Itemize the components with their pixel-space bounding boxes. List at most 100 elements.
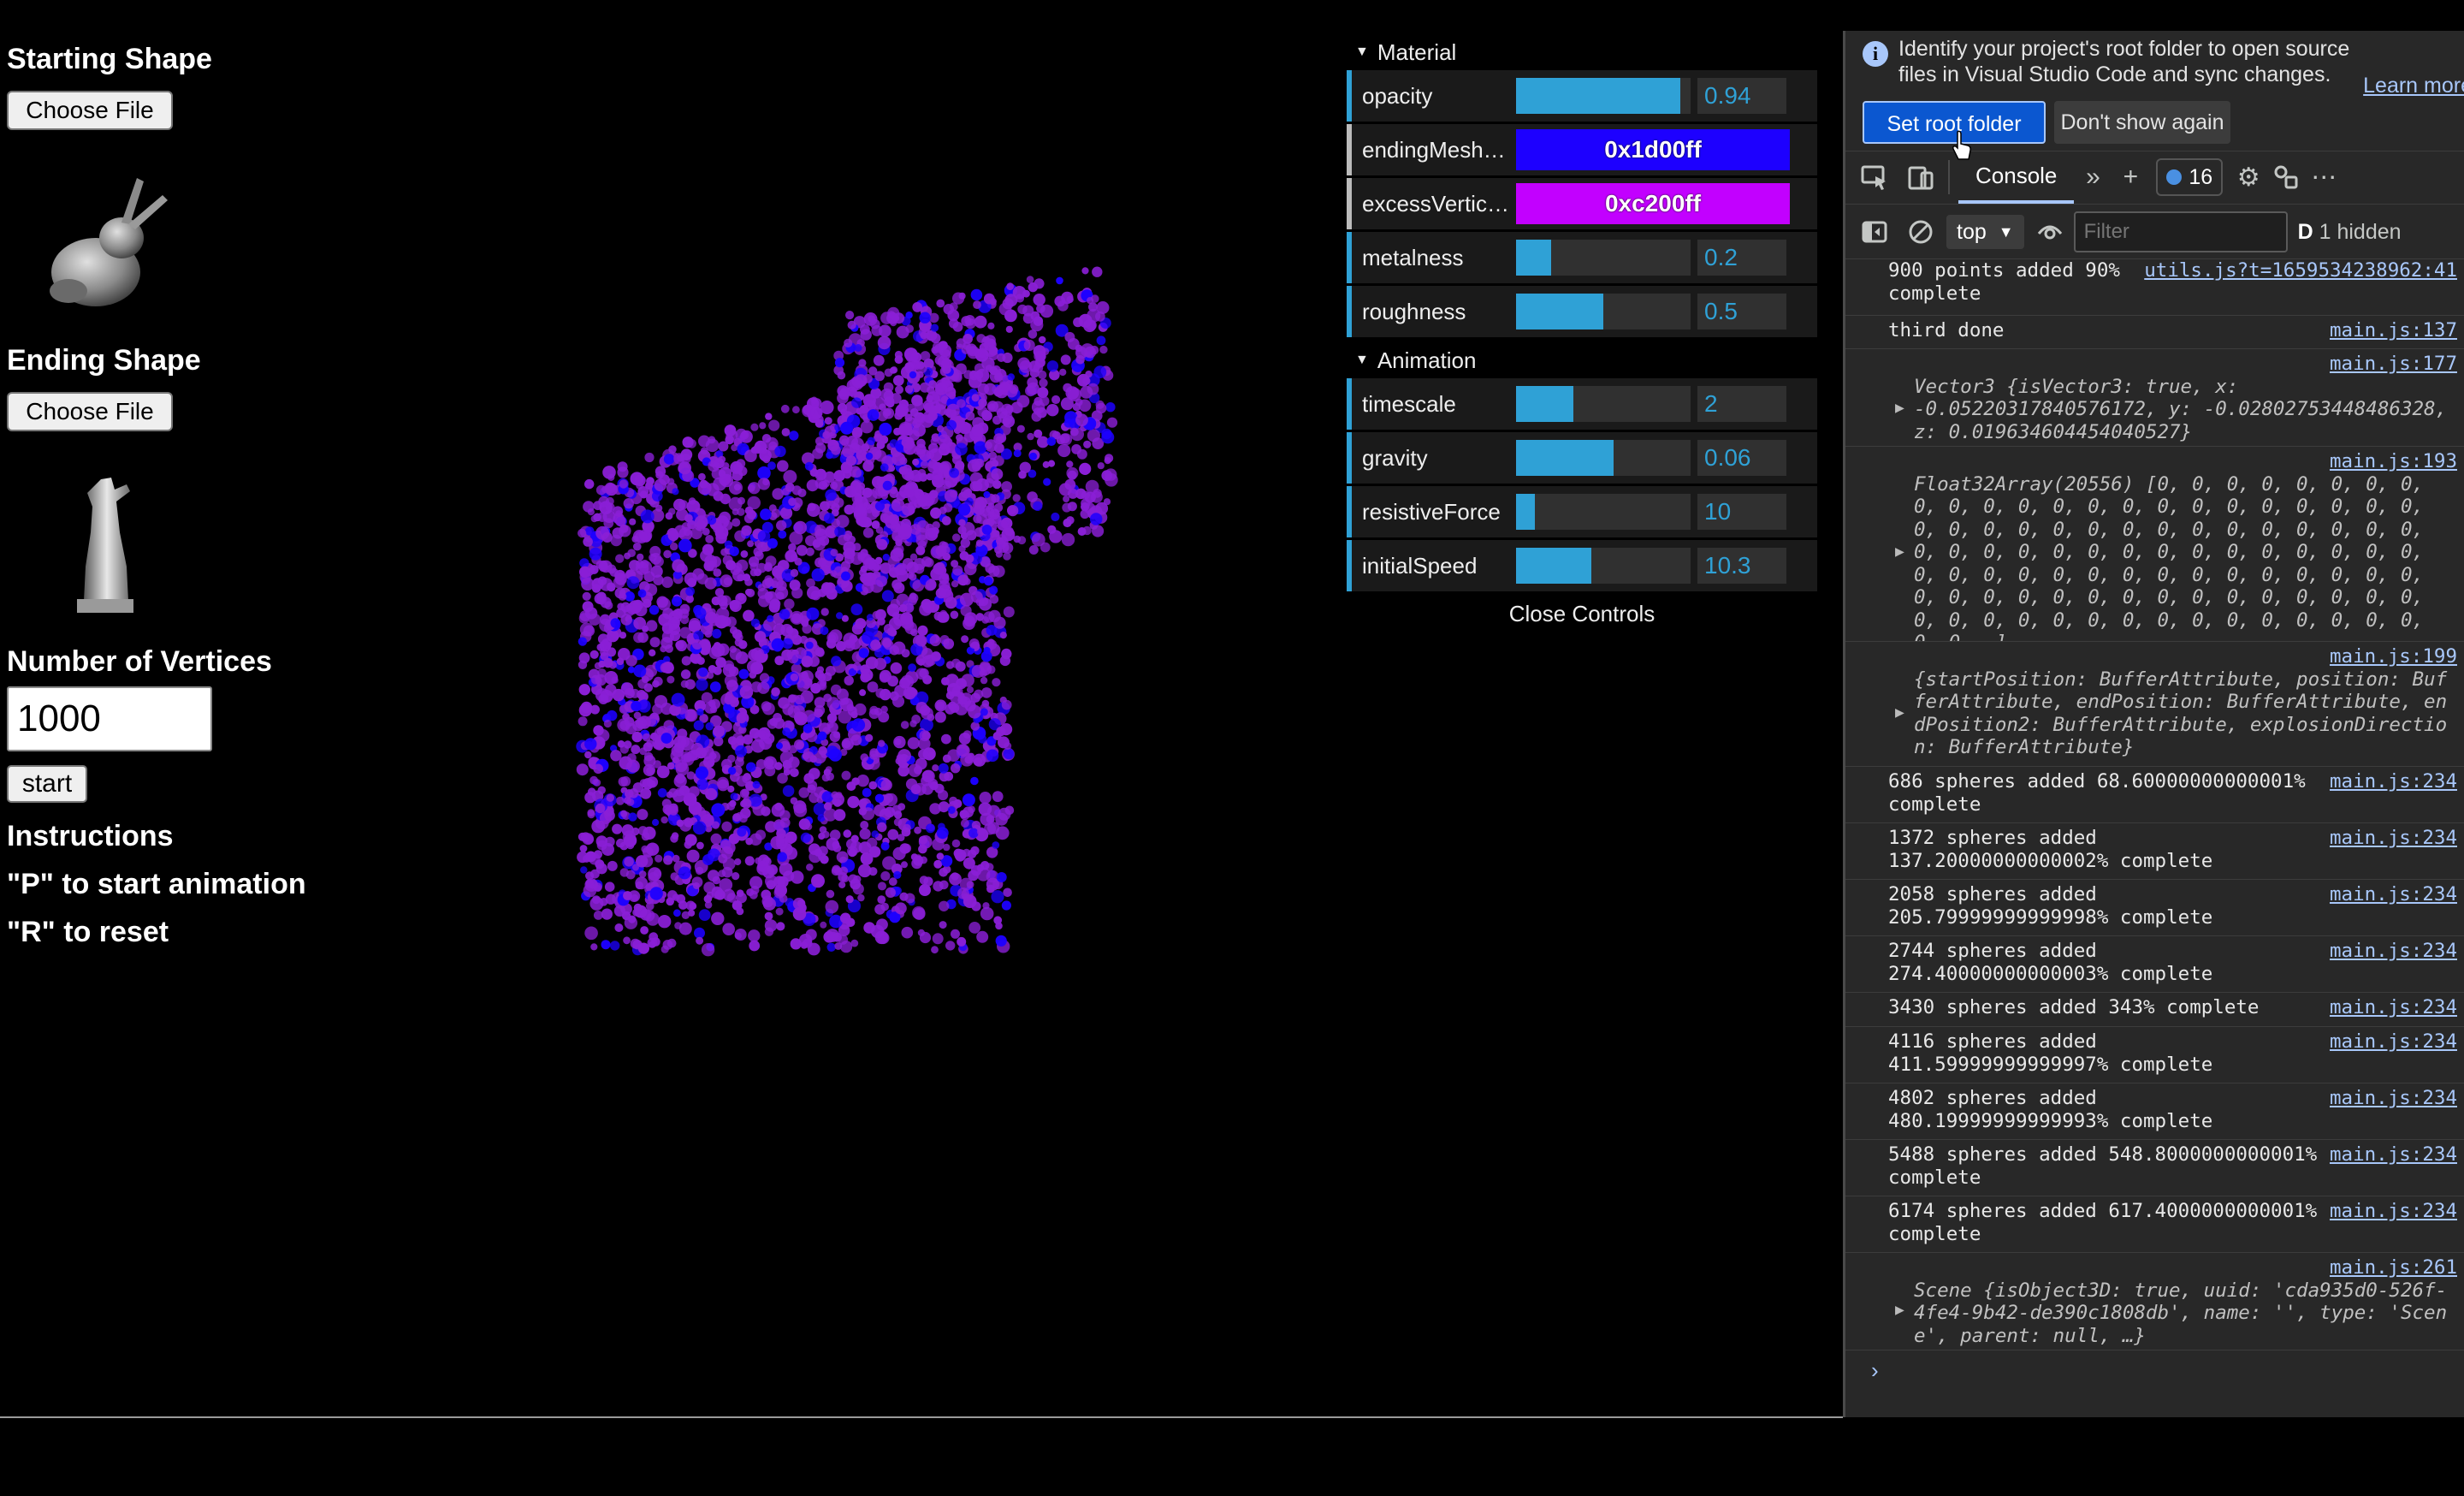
- timescale-value[interactable]: 2: [1697, 386, 1786, 422]
- excess-vertices-color-swatch[interactable]: 0xc200ff: [1516, 183, 1790, 224]
- console-message[interactable]: main.js:193 ▶ Float32Array(20556) [0, 0,…: [1845, 447, 2464, 642]
- source-link[interactable]: main.js:234: [2329, 827, 2457, 849]
- sphere-particle: [705, 535, 714, 543]
- sphere-particle: [718, 455, 726, 464]
- timescale-slider[interactable]: [1516, 386, 1691, 422]
- sphere-particle: [713, 568, 722, 577]
- close-controls-button[interactable]: Close Controls: [1508, 601, 1656, 626]
- tab-console[interactable]: Console: [1958, 151, 2075, 204]
- sphere-particle: [915, 634, 927, 647]
- roughness-value[interactable]: 0.5: [1697, 294, 1786, 329]
- start-button[interactable]: start: [7, 765, 87, 803]
- source-link[interactable]: utils.js?t=1659534238962:41: [2144, 259, 2457, 282]
- sphere-particle: [771, 576, 785, 589]
- sphere-particle: [1002, 352, 1013, 364]
- sphere-particle: [774, 656, 785, 666]
- opacity-value[interactable]: 0.94: [1697, 78, 1786, 114]
- sphere-particle: [587, 809, 595, 817]
- sphere-particle: [836, 851, 849, 864]
- source-link[interactable]: main.js:193: [2329, 450, 2457, 472]
- sphere-particle: [1083, 502, 1096, 514]
- hidden-count[interactable]: D 1 hidden: [2298, 220, 2402, 245]
- initial-speed-value[interactable]: 10.3: [1697, 548, 1786, 584]
- issues-badge[interactable]: 16: [2156, 158, 2224, 196]
- expand-triangle-icon[interactable]: ▶: [1895, 543, 1904, 561]
- sidebar-toggle-icon[interactable]: [1856, 213, 1893, 251]
- source-link[interactable]: main.js:234: [2329, 770, 2457, 793]
- source-link[interactable]: main.js:234: [2329, 1143, 2457, 1166]
- context-select[interactable]: top ▼: [1946, 215, 2024, 249]
- more-tabs-icon[interactable]: »: [2086, 163, 2100, 191]
- opacity-slider[interactable]: [1516, 78, 1691, 114]
- message-text: 2744 spheres added 274.40000000000003% c…: [1888, 940, 2213, 985]
- ending-mesh-color-swatch[interactable]: 0x1d00ff: [1516, 129, 1790, 170]
- source-link[interactable]: main.js:261: [2329, 1256, 2457, 1279]
- animation-folder[interactable]: ▼ Animation: [1347, 342, 1817, 378]
- source-link[interactable]: main.js:234: [2329, 940, 2457, 962]
- source-link[interactable]: main.js:234: [2329, 1087, 2457, 1109]
- clear-console-icon[interactable]: [1902, 213, 1940, 251]
- sphere-particle: [901, 843, 912, 853]
- console-message[interactable]: main.js:261 ▶ Scene {isObject3D: true, u…: [1845, 1253, 2464, 1351]
- initial-speed-slider[interactable]: [1516, 548, 1691, 584]
- device-toolbar-icon[interactable]: [1902, 158, 1940, 196]
- metalness-value[interactable]: 0.2: [1697, 240, 1786, 276]
- sphere-particle: [740, 807, 751, 819]
- expand-triangle-icon[interactable]: ▶: [1895, 1301, 1904, 1319]
- sphere-particle: [848, 668, 857, 676]
- sphere-particle: [879, 403, 886, 412]
- sphere-particle: [579, 610, 591, 621]
- sphere-particle: [850, 437, 864, 451]
- set-root-folder-button[interactable]: Set root folder: [1863, 101, 2046, 144]
- sphere-particle: [992, 415, 1002, 425]
- sphere-particle: [882, 554, 890, 561]
- sphere-particle: [578, 684, 590, 696]
- console-message[interactable]: main.js:177 ▶ Vector3 {isVector3: true, …: [1845, 349, 2464, 447]
- webgl-canvas[interactable]: [359, 0, 1343, 1416]
- sphere-particle: [855, 583, 865, 592]
- sphere-particle: [927, 713, 935, 721]
- sphere-particle: [762, 455, 771, 464]
- sphere-particle: [633, 711, 642, 720]
- ending-shape-file-button[interactable]: Choose File: [7, 392, 173, 431]
- expand-triangle-icon[interactable]: ▶: [1895, 703, 1904, 721]
- source-link[interactable]: main.js:177: [2329, 353, 2457, 375]
- learn-more-link[interactable]: Learn more: [2363, 74, 2464, 98]
- sphere-particle: [841, 614, 850, 622]
- starting-shape-file-button[interactable]: Choose File: [7, 91, 173, 130]
- source-link[interactable]: main.js:234: [2329, 996, 2457, 1018]
- remote-debug-icon[interactable]: [2267, 158, 2305, 196]
- source-link[interactable]: main.js:199: [2329, 645, 2457, 668]
- sphere-particle: [585, 871, 595, 881]
- sphere-particle: [750, 618, 760, 628]
- gravity-value[interactable]: 0.06: [1697, 440, 1786, 476]
- inspect-element-icon[interactable]: [1856, 158, 1893, 196]
- sphere-particle: [941, 358, 952, 369]
- roughness-slider[interactable]: [1516, 294, 1691, 329]
- metalness-slider[interactable]: [1516, 240, 1691, 276]
- expand-triangle-icon[interactable]: ▶: [1895, 399, 1904, 417]
- vertices-input[interactable]: [7, 686, 212, 751]
- live-expression-eye-icon[interactable]: [2031, 213, 2069, 251]
- source-link[interactable]: main.js:234: [2329, 1200, 2457, 1222]
- resistive-force-slider[interactable]: [1516, 494, 1691, 530]
- sphere-particle: [620, 776, 631, 787]
- sphere-particle: [897, 834, 905, 841]
- sphere-particle: [921, 648, 933, 660]
- add-tab-icon[interactable]: +: [2123, 163, 2139, 191]
- sphere-particle: [582, 833, 595, 846]
- console-message[interactable]: main.js:199 ▶ {startPosition: BufferAttr…: [1845, 642, 2464, 767]
- settings-gear-icon[interactable]: ⚙: [2236, 163, 2260, 192]
- resistive-force-value[interactable]: 10: [1697, 494, 1786, 530]
- source-link[interactable]: main.js:234: [2329, 883, 2457, 905]
- material-folder[interactable]: ▼ Material: [1347, 34, 1817, 70]
- sphere-particle: [660, 637, 673, 650]
- dont-show-again-button[interactable]: Don't show again: [2054, 101, 2230, 144]
- sphere-particle: [776, 519, 787, 531]
- console-prompt[interactable]: ›: [1845, 1351, 2464, 1393]
- filter-input[interactable]: [2073, 211, 2288, 252]
- gravity-slider[interactable]: [1516, 440, 1691, 476]
- source-link[interactable]: main.js:234: [2329, 1030, 2457, 1053]
- source-link[interactable]: main.js:137: [2329, 319, 2457, 341]
- kebab-menu-icon[interactable]: ⋯: [2311, 163, 2337, 192]
